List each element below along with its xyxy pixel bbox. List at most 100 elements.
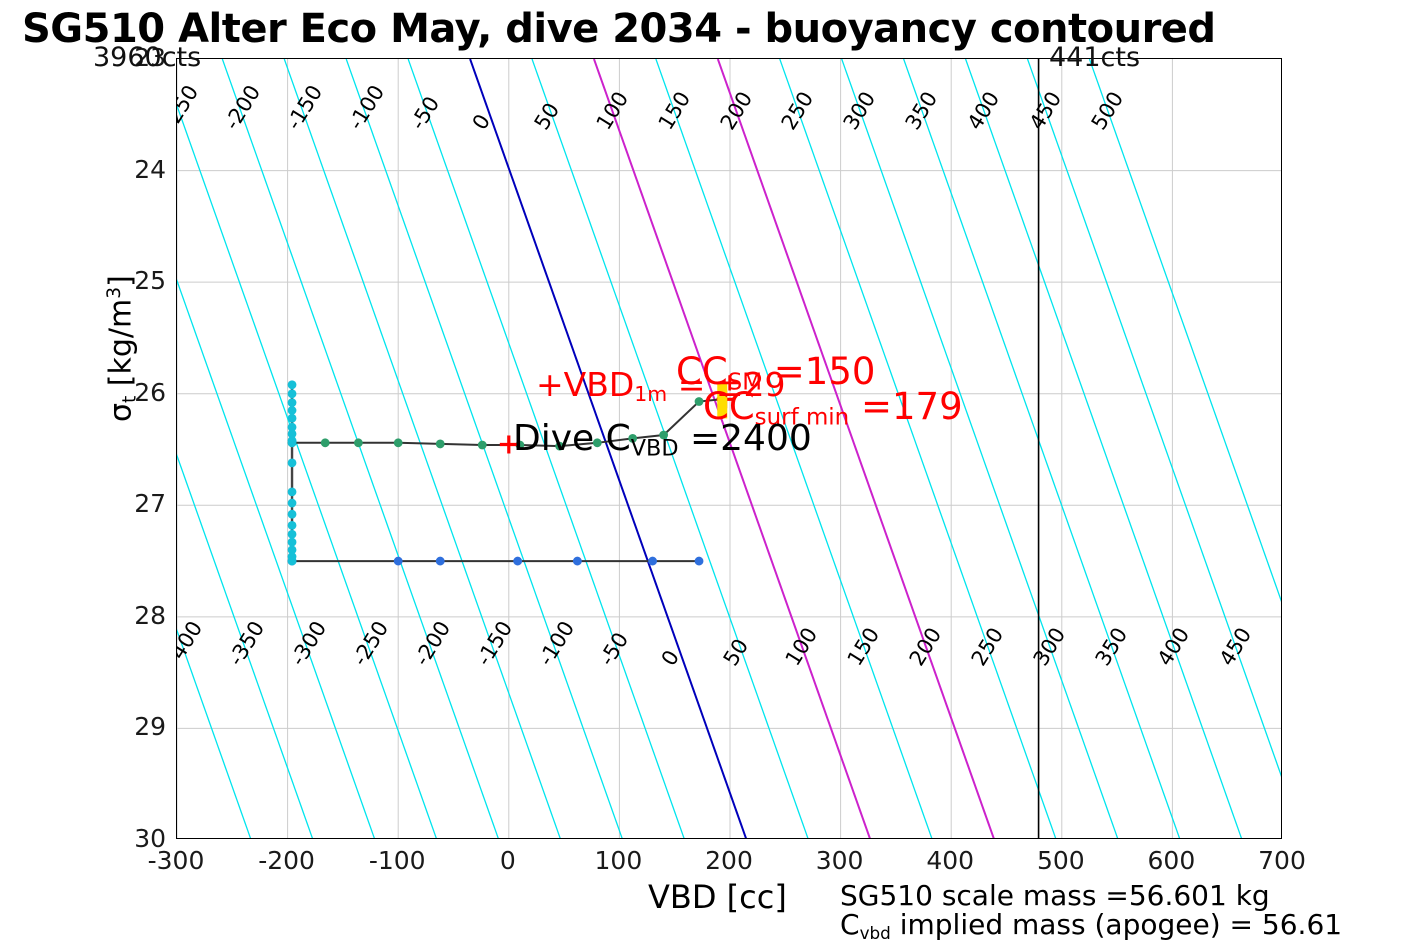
x-tick-label: 400 xyxy=(926,846,975,875)
data-point xyxy=(555,441,565,451)
data-point xyxy=(592,438,602,448)
contour-line xyxy=(177,628,252,838)
data-point xyxy=(513,556,523,566)
data-point xyxy=(287,520,297,530)
data-point xyxy=(287,406,297,415)
y-tick-label: 29 xyxy=(134,712,166,742)
footer-implied-mass-text: implied mass (apogee) = 56.61 xyxy=(890,908,1343,941)
contour-line xyxy=(407,59,685,838)
data-point xyxy=(287,413,297,423)
contour-line xyxy=(716,59,995,838)
data-point xyxy=(287,429,297,439)
data-point xyxy=(659,430,669,440)
y-tick-label: 30 xyxy=(134,824,166,853)
contour-line xyxy=(903,59,1181,838)
series-markers xyxy=(287,380,726,566)
data-point xyxy=(628,433,638,443)
y-tick-label: 28 xyxy=(134,600,166,630)
footer-scale-mass: SG510 scale mass =56.601 kg xyxy=(840,879,1270,912)
y-axis-sigma-sub: t xyxy=(119,395,141,404)
contour-line xyxy=(283,59,561,838)
data-point xyxy=(287,422,297,432)
contour-line xyxy=(177,103,437,838)
annotation-dive-cvbd-sub: VBD xyxy=(630,435,679,462)
contour-line xyxy=(221,59,499,838)
footer-implied-mass: Cvbd implied mass (apogee) = 56.61 xyxy=(840,908,1342,943)
data-point xyxy=(287,545,297,555)
annotation-vbd-1m: +VBD1m = ±29 xyxy=(536,365,785,406)
data-point xyxy=(648,556,657,566)
data-point xyxy=(287,438,297,448)
grid-lines xyxy=(177,59,1281,838)
y-axis-units: [kg/m xyxy=(103,298,139,396)
y-axis-units-close: ] xyxy=(103,275,139,287)
footer-implied-mass-sub: vbd xyxy=(859,923,891,944)
contour-line xyxy=(593,59,871,838)
data-point xyxy=(287,498,297,508)
x-tick-label: 200 xyxy=(705,846,753,875)
data-point xyxy=(477,440,487,450)
contour-line xyxy=(1088,59,1281,602)
annotation-vbd-1m-sub: 1m xyxy=(634,382,668,407)
annotation-cc-sm-sub: SM xyxy=(727,369,763,396)
data-point xyxy=(287,398,297,408)
contour-line xyxy=(177,278,375,838)
annotation-cc-surf-min: CCsurf min =179 xyxy=(703,385,963,431)
y-tick-label: 24 xyxy=(134,154,166,184)
y-tick-label: 25 xyxy=(134,266,166,296)
contour-line xyxy=(841,59,1119,838)
data-point xyxy=(393,556,403,566)
plot-area: -400 -350 -300 -250 -250 -200 -200 -150 -150 -100… xyxy=(176,58,1282,839)
x-tick-label: -100 xyxy=(368,846,426,875)
annotation-cc-surf-min-value: =179 xyxy=(849,385,963,428)
contour-line xyxy=(655,59,933,838)
annotation-cc-sm-text: CC xyxy=(676,350,728,393)
annotation-vbd-1m-text: +VBD xyxy=(536,365,635,404)
contour-line xyxy=(469,59,747,838)
x-tick-label: 700 xyxy=(1258,846,1306,875)
data-point xyxy=(320,438,330,448)
data-point xyxy=(435,556,445,566)
x-tick-label: 100 xyxy=(594,846,643,875)
annotation-cc-surf-min-text: CC xyxy=(703,385,755,428)
y-tick-label: 26 xyxy=(134,377,166,407)
apogee-marker xyxy=(717,382,728,419)
data-point xyxy=(287,487,297,497)
data-point xyxy=(515,440,525,450)
data-point xyxy=(287,509,297,519)
data-point xyxy=(572,556,582,566)
page-title: SG510 Alter Eco May, dive 2034 - buoyanc… xyxy=(22,6,1216,52)
y-axis-label: σt [kg/m3] xyxy=(103,219,140,479)
annotation-cc-surf-min-sub: surf min xyxy=(754,404,850,431)
x-tick-label: 300 xyxy=(815,846,864,875)
annotation-dive-cvbd: Dive CVBD =2400 xyxy=(513,418,812,462)
data-point xyxy=(694,556,704,566)
data-point xyxy=(435,439,445,449)
data-point xyxy=(353,438,363,448)
contour-lines xyxy=(177,59,1281,838)
y-axis-units-sup: 3 xyxy=(104,286,126,299)
y-axis-sigma: σ xyxy=(103,403,139,423)
annotation-dive-cvbd-value: =2400 xyxy=(678,418,812,459)
x-tick-label: 0 xyxy=(499,846,516,875)
data-point xyxy=(393,438,403,448)
x-axis-label: VBD [cc] xyxy=(648,878,787,916)
contour-line xyxy=(531,59,809,838)
data-point xyxy=(287,380,297,390)
annotation-dive-cvbd-text: Dive C xyxy=(513,418,631,459)
contour-line xyxy=(345,59,623,838)
contour-line xyxy=(779,59,1057,838)
x-tick-label: -200 xyxy=(258,846,315,875)
x-tick-label: 500 xyxy=(1036,846,1085,875)
x-tick-label: -300 xyxy=(147,846,205,875)
data-point xyxy=(287,458,297,468)
data-point xyxy=(694,397,704,406)
data-point xyxy=(287,537,297,547)
left-cts-label: 3960cts xyxy=(93,42,202,73)
annotation-vbd-1m-value: = ±29 xyxy=(667,365,786,404)
footer-implied-mass-c: C xyxy=(840,908,860,941)
data-point xyxy=(287,389,297,399)
data-point xyxy=(287,529,297,539)
contour-line xyxy=(177,453,314,838)
contour-line xyxy=(1026,59,1281,777)
